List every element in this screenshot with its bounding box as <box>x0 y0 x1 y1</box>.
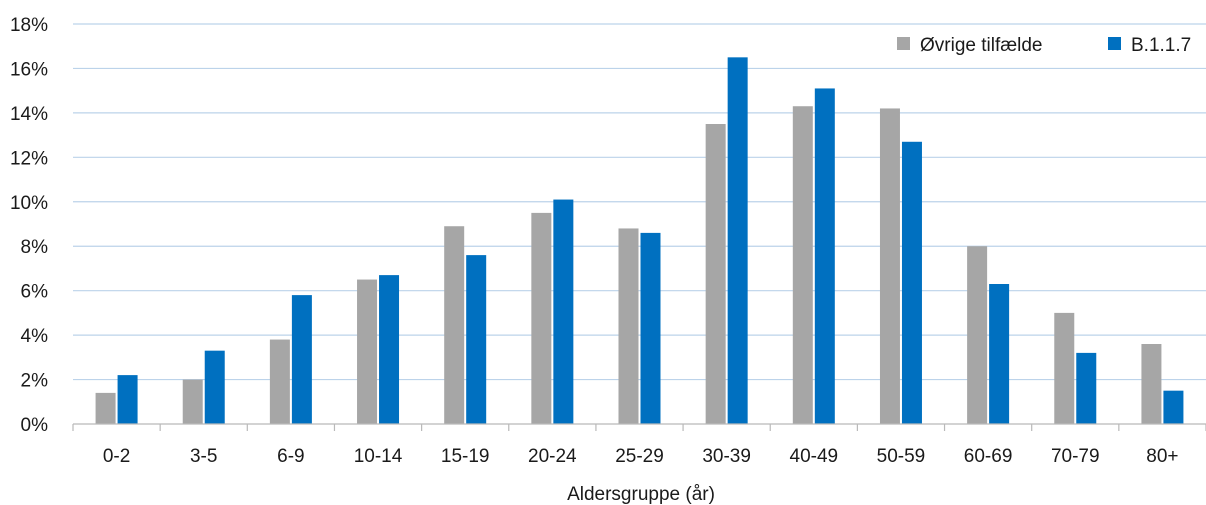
x-tick-label: 15-19 <box>441 446 490 467</box>
x-tick-label: 0-2 <box>103 446 130 467</box>
y-axis-tick-labels: 0% 2% 4% 6% 8% 10% 12% 14% 16% 18% <box>10 15 48 436</box>
y-tick-label: 14% <box>10 104 48 125</box>
legend-label-b117: B.1.1.7 <box>1131 35 1191 56</box>
legend-swatch-b117 <box>1108 37 1121 50</box>
bar-b117-20-24 <box>553 199 574 424</box>
y-tick-label: 0% <box>21 415 49 436</box>
x-tick-label: 20-24 <box>528 446 577 467</box>
bar-ovrige-30-39 <box>705 124 726 424</box>
bar-b117-60-69 <box>989 284 1010 424</box>
bar-b117-15-19 <box>466 255 487 424</box>
legend-label-ovrige: Øvrige tilfælde <box>920 35 1043 56</box>
y-tick-label: 18% <box>10 15 48 36</box>
x-tick-label: 30-39 <box>702 446 751 467</box>
bar-ovrige-40-49 <box>792 106 813 424</box>
bar-ovrige-20-24 <box>531 212 552 424</box>
bar-ovrige-25-29 <box>618 228 639 424</box>
bar-b117-40-49 <box>814 88 835 424</box>
y-tick-label: 12% <box>10 148 48 169</box>
bar-ovrige-60-69 <box>967 246 988 424</box>
y-tick-label: 6% <box>21 282 49 303</box>
legend-swatch-ovrige <box>897 37 910 50</box>
bars <box>95 57 1184 424</box>
bar-ovrige-0-2 <box>95 392 116 424</box>
bar-ovrige-10-14 <box>357 279 378 424</box>
bar-b117-10-14 <box>379 275 400 424</box>
x-axis: 0-2 3-5 6-9 10-14 15-19 20-24 25-29 30-39 40-49 5… <box>72 423 1206 467</box>
x-axis-title: Aldersgruppe (år) <box>567 484 715 505</box>
x-tick-label: 40-49 <box>790 446 839 467</box>
bar-b117-30-39 <box>727 57 748 424</box>
bar-b117-50-59 <box>901 141 922 424</box>
bar-ovrige-50-59 <box>879 108 900 424</box>
x-tick-label: 10-14 <box>354 446 403 467</box>
bar-ovrige-3-5 <box>182 379 203 424</box>
bar-b117-25-29 <box>640 232 661 424</box>
x-tick-label: 80+ <box>1146 446 1178 467</box>
bar-ovrige-70-79 <box>1054 312 1075 424</box>
x-tick-label: 70-79 <box>1051 446 1100 467</box>
legend: Øvrige tilfælde B.1.1.7 <box>897 35 1191 56</box>
gridlines <box>73 23 1206 381</box>
y-tick-label: 4% <box>21 326 49 347</box>
bar-ovrige-15-19 <box>444 226 465 424</box>
bar-b117-0-2 <box>117 375 138 424</box>
bar-b117-80+ <box>1163 390 1184 424</box>
bar-ovrige-80+ <box>1141 344 1162 424</box>
x-tick-label: 25-29 <box>615 446 664 467</box>
x-tick-label: 3-5 <box>190 446 217 467</box>
bar-b117-3-5 <box>204 350 225 424</box>
bar-b117-6-9 <box>291 295 312 424</box>
bar-b117-70-79 <box>1076 352 1097 424</box>
y-tick-label: 2% <box>21 371 49 392</box>
y-tick-label: 16% <box>10 59 48 80</box>
y-tick-label: 10% <box>10 193 48 214</box>
x-tick-label: 50-59 <box>877 446 926 467</box>
x-tick-label: 6-9 <box>277 446 304 467</box>
bar-ovrige-6-9 <box>269 339 290 424</box>
x-tick-label: 60-69 <box>964 446 1013 467</box>
y-tick-label: 8% <box>21 237 49 258</box>
